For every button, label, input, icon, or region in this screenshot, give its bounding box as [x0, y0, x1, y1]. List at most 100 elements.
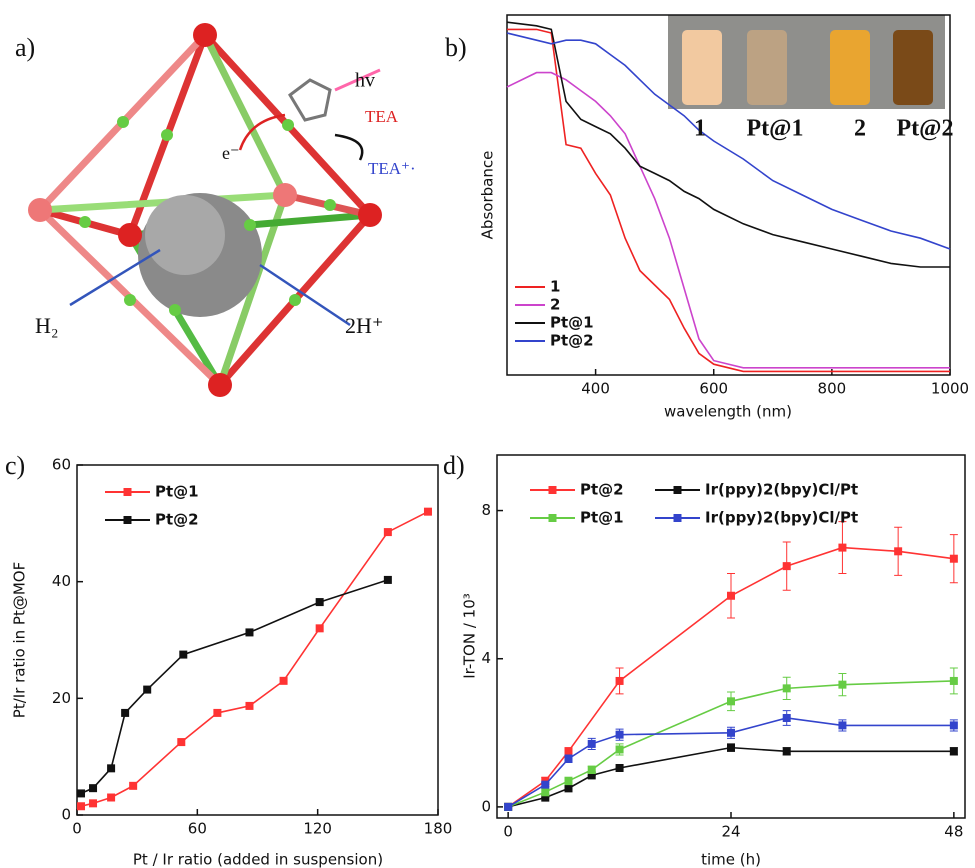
data-point: [950, 747, 958, 755]
x-tick-label: 600: [699, 380, 728, 398]
data-point: [316, 624, 324, 632]
data-point: [565, 784, 573, 792]
data-point: [950, 555, 958, 563]
data-point: [616, 764, 624, 772]
legend-label: Pt@1: [155, 483, 199, 501]
data-point: [838, 544, 846, 552]
inset-label: Pt@2: [897, 116, 954, 142]
figure: a) hv TEA TEA⁺· e⁻ H₂ 2H⁺ b) wavelength (…: [0, 0, 975, 868]
data-point: [541, 781, 549, 789]
data-point: [107, 764, 115, 772]
x-tick-label: 60: [188, 820, 207, 838]
data-point: [727, 592, 735, 600]
data-point: [179, 651, 187, 659]
data-point: [77, 802, 85, 810]
x-tick-label: 180: [424, 820, 453, 838]
x-tick-label: 400: [581, 380, 610, 398]
data-point: [245, 628, 253, 636]
panel-label: b): [445, 33, 467, 62]
legend-marker: [124, 488, 132, 496]
h2-label: H₂: [35, 313, 59, 338]
data-point: [565, 777, 573, 785]
tea-ox-label: TEA⁺·: [368, 159, 416, 178]
legend-label: Pt@2: [155, 511, 199, 529]
mof-diagram: [28, 23, 382, 397]
data-point: [245, 702, 253, 710]
data-point: [504, 803, 512, 811]
data-point: [89, 784, 97, 792]
tea-label: TEA: [365, 107, 399, 126]
legend-marker: [674, 486, 682, 494]
data-point: [838, 721, 846, 729]
data-point: [565, 755, 573, 763]
y-tick-label: 4: [481, 649, 491, 667]
x-tick-label: 120: [303, 820, 332, 838]
legend-marker: [674, 514, 682, 522]
series-line: [81, 580, 388, 794]
data-point: [121, 709, 129, 717]
data-point: [616, 677, 624, 685]
y-axis-label: Pt/Ir ratio in Pt@MOF: [11, 562, 29, 718]
data-point: [384, 528, 392, 536]
inset-photo: [668, 15, 945, 109]
data-point: [783, 562, 791, 570]
y-tick-label: 60: [52, 456, 71, 474]
panel-label: d): [443, 451, 465, 480]
protons-label: 2H⁺: [345, 313, 384, 338]
data-point: [384, 576, 392, 584]
hv-label: hv: [355, 70, 375, 92]
y-tick-label: 8: [481, 501, 491, 519]
legend-label: 1: [550, 278, 560, 296]
y-axis-label: Absorbance: [479, 151, 497, 240]
series-line: [81, 512, 428, 807]
data-point: [129, 782, 137, 790]
x-tick-label: 0: [503, 823, 513, 841]
data-point: [177, 738, 185, 746]
inset-label: 1: [694, 116, 706, 142]
data-point: [424, 508, 432, 516]
data-point: [541, 788, 549, 796]
data-point: [727, 697, 735, 705]
x-axis-label: time (h): [701, 851, 761, 868]
data-point: [783, 684, 791, 692]
data-point: [89, 799, 97, 807]
x-axis-label: wavelength (nm): [664, 403, 792, 421]
x-tick-label: 0: [72, 820, 82, 838]
legend-marker: [124, 516, 132, 524]
y-tick-label: 20: [52, 689, 71, 707]
data-point: [838, 681, 846, 689]
y-tick-label: 40: [52, 572, 71, 590]
data-point: [783, 714, 791, 722]
legend-label: Pt@2: [580, 481, 624, 499]
y-axis-label: Ir-TON / 10³: [461, 593, 479, 679]
y-tick-label: 0: [61, 806, 71, 824]
data-point: [213, 709, 221, 717]
data-point: [588, 740, 596, 748]
data-point: [616, 731, 624, 739]
data-point: [143, 686, 151, 694]
x-tick-label: 1000: [931, 380, 969, 398]
data-point: [107, 794, 115, 802]
x-axis-label: Pt / Ir ratio (added in suspension): [133, 851, 383, 868]
legend-label: Ir(ppy)2(bpy)Cl/Pt: [705, 481, 858, 499]
panel-label: a): [15, 33, 35, 62]
data-point: [588, 766, 596, 774]
legend-label: Pt@1: [580, 509, 624, 527]
data-point: [783, 747, 791, 755]
data-point: [316, 598, 324, 606]
legend-label: Ir(ppy)2(bpy)Cl/Pt: [705, 509, 858, 527]
data-point: [727, 744, 735, 752]
inset-label: 2: [854, 116, 866, 142]
data-point: [565, 747, 573, 755]
electron-label: e⁻: [222, 143, 240, 163]
legend-label: Pt@2: [550, 332, 594, 350]
legend-marker: [549, 486, 557, 494]
x-tick-label: 24: [721, 823, 740, 841]
y-tick-label: 0: [481, 797, 491, 815]
legend-label: 2: [550, 296, 560, 314]
data-point: [727, 729, 735, 737]
inset-label: Pt@1: [747, 116, 804, 142]
x-tick-label: 800: [818, 380, 847, 398]
data-point: [894, 547, 902, 555]
data-point: [950, 677, 958, 685]
